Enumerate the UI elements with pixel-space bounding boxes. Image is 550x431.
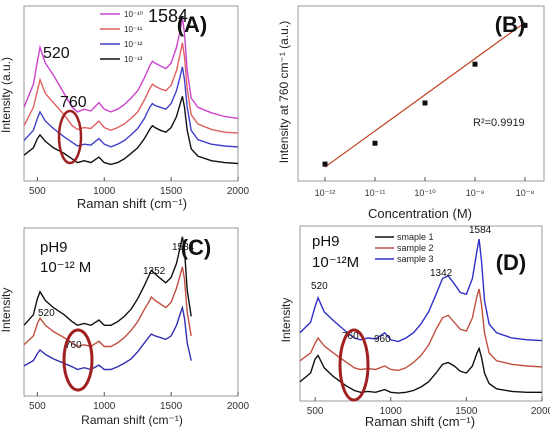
panel-c-xtick-label: 2000	[227, 401, 250, 412]
panel-b-point	[422, 100, 428, 106]
panel-a-label: (A)	[177, 12, 208, 37]
panel-a-xtick-label: 1000	[93, 186, 116, 197]
panel-a: 500 1000 1500 2000 (A) 520 760 1584 10⁻¹⁰10…	[0, 5, 250, 211]
panel-c-peak-520: 520	[38, 308, 55, 319]
panel-b-xtick-label: 10⁻¹⁰	[414, 188, 436, 198]
panel-b-frame	[297, 5, 545, 182]
panel-c-series-2	[23, 266, 192, 348]
panel-c-frame	[23, 227, 239, 397]
panel-a-legend: 10⁻¹⁰ 10⁻¹¹ 10⁻¹² 10⁻¹³	[100, 10, 143, 64]
panel-d: 500 1000 1500 2000 (D) pH9 10⁻¹²M 520 760 9…	[279, 225, 550, 429]
panel-d-peak-1342: 1342	[430, 268, 453, 279]
panel-b-xtick-label: 10⁻⁸	[516, 188, 535, 198]
panel-b-r2: R²=0.9919	[473, 117, 525, 129]
panel-a-xtick-label: 500	[29, 186, 46, 197]
legend-a-label: 10⁻¹¹	[124, 25, 143, 34]
panel-c-highlight-760	[62, 328, 94, 392]
panel-b-point	[522, 22, 528, 28]
panel-b-plot: 10⁻¹² 10⁻¹¹ 10⁻¹⁰ 10⁻⁹ 10⁻⁸	[315, 21, 535, 198]
panel-c-plot: 500 1000 1500 2000	[23, 236, 250, 412]
panel-d-series-2	[299, 288, 543, 372]
legend-a-label: 10⁻¹⁰	[124, 10, 143, 19]
panel-a-xtick-label: 2000	[227, 186, 250, 197]
panel-a-series-1	[23, 16, 239, 120]
panel-d-plot: 500 1000 1500 2000	[299, 238, 550, 417]
panel-c-ph: pH9	[40, 239, 68, 256]
panel-b-label: (B)	[495, 12, 526, 37]
panel-d-series-3	[299, 238, 543, 343]
panel-d-xtick-label: 1000	[380, 406, 403, 417]
panel-c-label: (C)	[181, 235, 212, 260]
panel-a-peak-520: 520	[43, 45, 70, 62]
panel-d-xtick-label: 500	[307, 406, 324, 417]
panel-b-point	[472, 61, 478, 67]
panel-d-peak-520: 520	[311, 281, 328, 292]
panel-a-frame	[23, 5, 239, 182]
panel-c: 500 1000 1500 2000 (C) pH9 10⁻¹² M 520 760 …	[0, 227, 250, 427]
panel-c-series-3	[23, 304, 192, 371]
panel-b: 10⁻¹² 10⁻¹¹ 10⁻¹⁰ 10⁻⁹ 10⁻⁸ (B) R²=0.9919 In…	[277, 5, 545, 221]
panel-d-ylabel: Intensity	[279, 298, 293, 343]
legend-a-label: 10⁻¹²	[124, 40, 143, 49]
panel-c-series-1	[23, 236, 192, 327]
panel-b-point	[372, 140, 378, 146]
panel-d-series-1	[299, 346, 542, 394]
panel-a-xlabel: Raman shift (cm⁻¹)	[77, 196, 187, 211]
panel-b-point	[322, 161, 328, 167]
panel-a-peak-760: 760	[60, 94, 87, 111]
panel-a-series-3	[23, 66, 239, 148]
panel-c-ylabel: Intensity	[0, 288, 13, 333]
panel-b-xlabel: Concentration (M)	[368, 206, 472, 221]
panel-b-xtick-label: 10⁻¹¹	[365, 188, 386, 198]
panel-d-peak-960: 960	[374, 334, 391, 345]
panel-b-xtick-label: 10⁻⁹	[466, 188, 485, 198]
panel-d-xlabel: Raman shift (cm⁻¹)	[365, 414, 475, 429]
legend-a-label: 10⁻¹³	[124, 55, 143, 64]
legend-d-label: sample 2	[397, 243, 434, 253]
panel-d-xtick-label: 1500	[455, 406, 478, 417]
panel-a-ylabel: Intensity (a.u.)	[0, 57, 13, 133]
panel-c-xlabel: Raman shift (cm⁻¹)	[81, 413, 183, 427]
panel-d-xtick-label: 2000	[531, 406, 550, 417]
panel-d-frame	[299, 225, 543, 402]
panel-c-peak-1352: 1352	[143, 266, 166, 277]
panel-d-label: (D)	[496, 250, 527, 275]
panel-d-ph: pH9	[312, 233, 340, 250]
panel-d-highlight-760	[338, 328, 370, 402]
panel-a-xtick-label: 1500	[160, 186, 183, 197]
panel-c-peak-760: 760	[65, 340, 82, 351]
panel-d-peak-1584: 1584	[469, 225, 492, 236]
legend-d-label: smaple 1	[397, 232, 434, 242]
panel-c-peak-1584: 1584	[172, 242, 195, 253]
panel-c-xtick-label: 1500	[160, 401, 183, 412]
panel-d-peak-760: 760	[342, 331, 359, 342]
panel-b-fit-line	[324, 21, 526, 168]
legend-d-label: sample 3	[397, 254, 434, 264]
panel-a-highlight-760	[57, 109, 83, 165]
panel-b-xtick-label: 10⁻¹²	[315, 188, 336, 198]
panel-c-conc: 10⁻¹² M	[40, 259, 91, 276]
panel-c-xtick-label: 1000	[93, 401, 116, 412]
panel-a-peak-1584: 1584	[148, 6, 188, 26]
panel-d-conc: 10⁻¹²M	[312, 254, 359, 271]
panel-b-ylabel: Intensity at 760 cm⁻¹ (a.u.)	[277, 21, 291, 163]
panel-a-series-2	[23, 42, 239, 134]
panel-c-xtick-label: 500	[29, 401, 46, 412]
